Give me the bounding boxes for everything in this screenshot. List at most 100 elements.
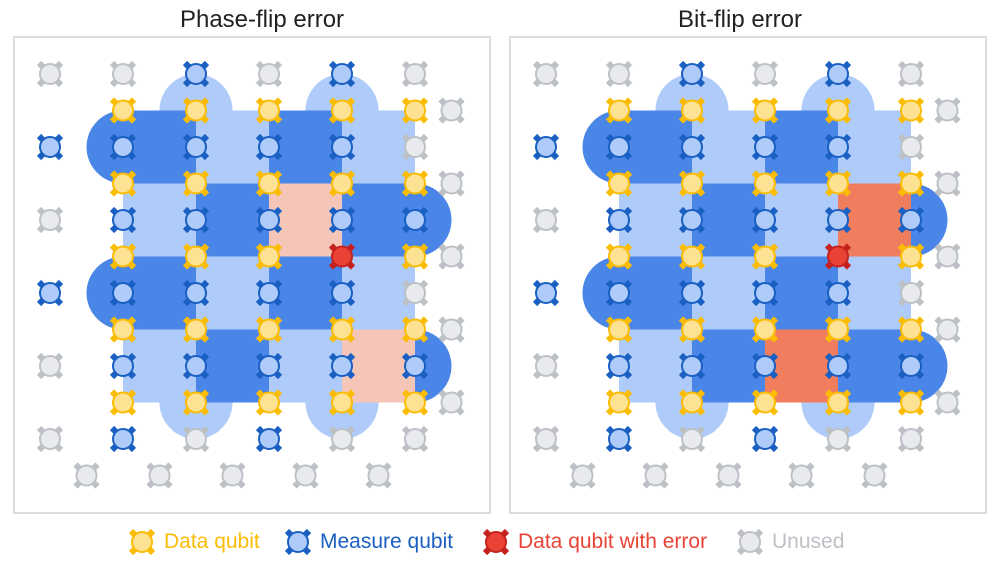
data-qubit xyxy=(328,97,356,124)
boundary-plaquette xyxy=(801,402,875,439)
dark-plaquette xyxy=(765,256,838,330)
legend: Data qubit Measure qubit Data qubit with… xyxy=(0,522,1000,562)
data-qubit xyxy=(182,316,210,343)
dark-plaquette xyxy=(196,183,269,257)
measure-qubit-glyph xyxy=(284,528,312,556)
boundary-plaquette xyxy=(86,256,123,330)
data-qubit xyxy=(328,316,356,343)
data-qubit xyxy=(678,389,706,416)
measure-qubit xyxy=(678,279,706,307)
plaquette-layer xyxy=(582,74,948,439)
bit-flip-lattice xyxy=(509,36,987,514)
measure-qubit xyxy=(182,352,210,380)
data-qubit xyxy=(897,97,925,124)
data-qubit xyxy=(678,316,706,343)
measure-qubit xyxy=(751,279,779,307)
data-qubit xyxy=(401,170,429,197)
data-qubit xyxy=(328,389,356,416)
data-qubit xyxy=(109,389,137,416)
unused-qubit xyxy=(401,60,429,88)
unused-qubit xyxy=(438,389,465,416)
unused-qubit xyxy=(255,60,283,88)
measure-qubit xyxy=(109,279,137,307)
light-plaquette xyxy=(619,183,692,257)
data-qubit xyxy=(182,170,210,197)
measure-qubit xyxy=(678,60,706,88)
highlighted-plaquette xyxy=(838,183,911,257)
unused-qubit xyxy=(934,243,961,270)
boundary-plaquette xyxy=(582,256,619,330)
error-qubit-icon xyxy=(482,528,510,556)
dark-plaquette xyxy=(342,183,415,257)
phase-flip-lattice xyxy=(13,36,491,514)
measure-qubit xyxy=(678,352,706,380)
measure-qubit xyxy=(605,352,633,380)
measure-qubit xyxy=(678,206,706,234)
legend-data-label: Data qubit xyxy=(164,530,260,553)
dark-plaquette xyxy=(269,110,342,184)
data-qubit xyxy=(824,389,852,416)
light-plaquette xyxy=(123,329,196,403)
legend-measure-label: Measure qubit xyxy=(320,530,454,553)
measure-qubit xyxy=(532,279,560,307)
data-qubit xyxy=(605,243,633,270)
measure-qubit xyxy=(255,133,283,161)
dark-plaquette xyxy=(619,110,692,184)
data-qubit xyxy=(255,170,283,197)
dark-plaquette xyxy=(692,329,765,403)
legend-data: Data qubit xyxy=(122,522,260,562)
unused-qubit xyxy=(532,60,560,88)
unused-qubit xyxy=(897,60,925,88)
light-plaquette xyxy=(123,183,196,257)
phase-flip-title: Phase-flip error xyxy=(179,6,345,33)
data-qubit xyxy=(897,170,925,197)
data-qubit xyxy=(605,316,633,343)
unused-qubit xyxy=(678,425,706,453)
unused-qubit xyxy=(751,60,779,88)
boundary-plaquette xyxy=(86,110,123,184)
unused-qubit xyxy=(788,462,815,489)
measure-qubit xyxy=(532,133,560,161)
boundary-plaquette xyxy=(305,74,379,111)
boundary-plaquette xyxy=(801,74,875,111)
measure-qubit xyxy=(328,133,356,161)
measure-qubit xyxy=(751,133,779,161)
legend-error-label: Data qubit with error xyxy=(518,530,708,553)
data-qubit xyxy=(401,316,429,343)
light-plaquette xyxy=(342,256,415,330)
error-qubit xyxy=(824,243,852,270)
unused-qubit xyxy=(365,462,392,489)
unused-qubit-glyph xyxy=(736,528,764,556)
data-qubit xyxy=(824,316,852,343)
highlighted-plaquette xyxy=(269,183,342,257)
measure-qubit xyxy=(109,425,137,453)
data-qubit xyxy=(182,243,210,270)
measure-qubit xyxy=(109,206,137,234)
measure-qubit xyxy=(328,279,356,307)
error-qubit xyxy=(328,243,356,270)
boundary-plaquette xyxy=(159,74,233,111)
unused-qubit xyxy=(182,425,210,453)
data-qubit xyxy=(182,97,210,124)
data-qubit xyxy=(401,243,429,270)
dark-plaquette xyxy=(123,256,196,330)
unused-qubit xyxy=(532,352,560,380)
unused-qubit xyxy=(715,462,742,489)
light-plaquette xyxy=(196,256,269,330)
data-qubit xyxy=(328,170,356,197)
light-plaquette xyxy=(765,183,838,257)
data-qubit xyxy=(255,97,283,124)
unused-qubit xyxy=(292,462,319,489)
unused-qubit xyxy=(438,316,465,343)
light-plaquette xyxy=(342,110,415,184)
boundary-plaquette xyxy=(911,329,948,403)
data-qubit xyxy=(751,97,779,124)
unused-qubit xyxy=(934,97,961,124)
unused-qubit xyxy=(642,462,669,489)
highlighted-plaquette xyxy=(765,329,838,403)
data-qubit xyxy=(678,243,706,270)
measure-qubit xyxy=(182,133,210,161)
data-qubit xyxy=(255,316,283,343)
measure-qubit xyxy=(751,352,779,380)
measure-qubit xyxy=(328,206,356,234)
